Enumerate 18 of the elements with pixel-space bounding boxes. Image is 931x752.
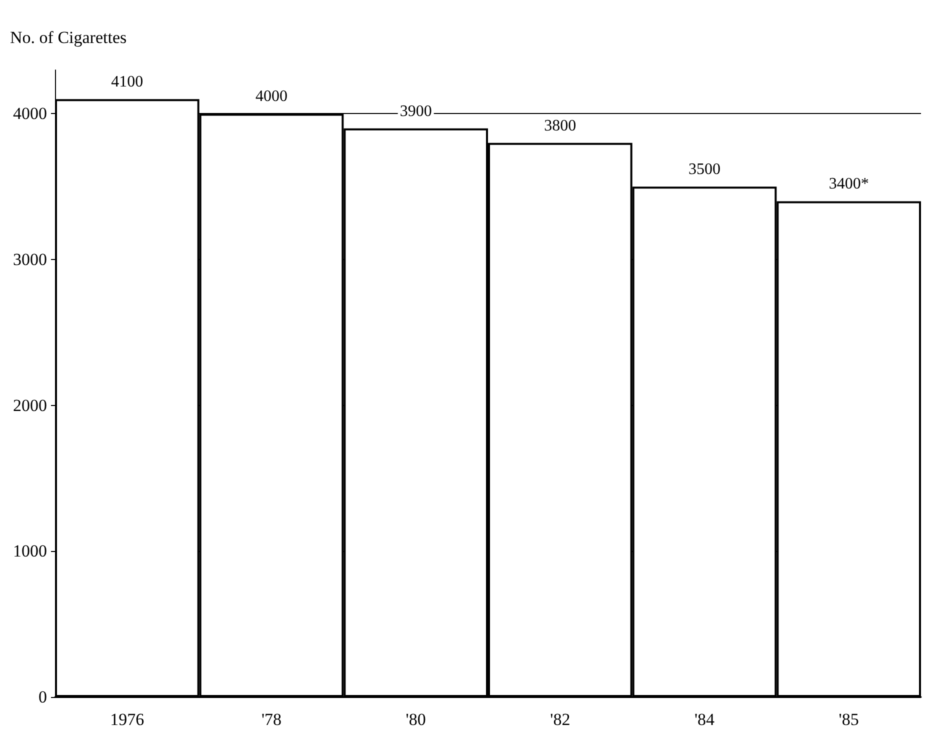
data-label: 3500 — [688, 161, 720, 178]
data-label: 4000 — [256, 88, 288, 106]
x-tick-label: '82 — [550, 710, 570, 729]
data-label: 4100 — [111, 74, 144, 91]
x-tick-label: '80 — [406, 710, 426, 729]
y-axis-title: No. of Cigarettes — [10, 28, 127, 47]
x-tick-label: '78 — [261, 710, 282, 729]
x-tick-label: '85 — [838, 710, 859, 729]
x-tick-label: 1976 — [110, 710, 144, 729]
y-tick-label: 4000 — [13, 104, 47, 124]
y-tick-label: 3000 — [13, 250, 47, 270]
data-label: 3800 — [544, 117, 576, 134]
y-tick-label: 0 — [38, 688, 47, 706]
y-tick-label: 2000 — [13, 396, 47, 415]
data-label: 3400* — [828, 176, 869, 193]
data-label: 3900 — [400, 102, 432, 120]
y-tick-label: 1000 — [13, 542, 47, 561]
x-tick-label: '84 — [694, 710, 716, 729]
